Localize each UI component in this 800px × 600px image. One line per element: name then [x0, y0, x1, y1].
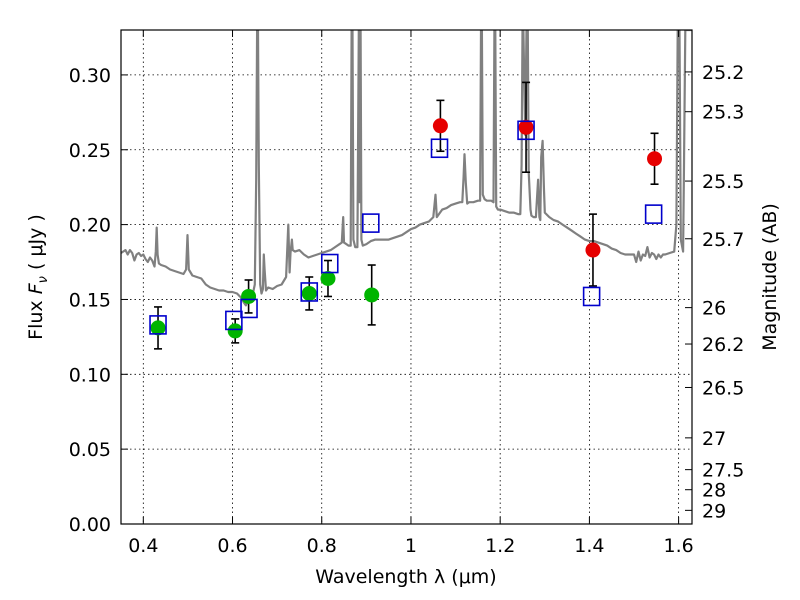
tick-labels: 0.4 0.6 0.8 1 1.2 1.4 1.6 0.00 0.05 0.10 0.15 0.20 0… [69, 62, 745, 557]
template-line [121, 30, 692, 307]
green-data-point [241, 288, 257, 304]
green-data-point [227, 323, 243, 339]
y-tick-label: 0.20 [69, 215, 111, 237]
plot-area [121, 30, 692, 524]
mag-tick-label: 27.5 [702, 460, 744, 482]
mag-tick-label: 25.7 [702, 229, 744, 251]
y-tick-label: 0.30 [69, 65, 111, 87]
y-tick-label: 0.00 [69, 514, 111, 536]
right-axis-title: Magnitude (AB) [759, 203, 781, 351]
mag-tick-label: 29 [702, 500, 726, 522]
y-axis-title: Flux Fν ( μJy ) [25, 214, 51, 340]
x-tick-label: 1.6 [664, 535, 694, 557]
y-tick-label: 0.15 [69, 289, 111, 311]
y-tick-label: 0.05 [69, 439, 111, 461]
model-box [240, 298, 258, 319]
y-tick-label: 0.25 [69, 140, 111, 162]
model-box [517, 120, 535, 141]
x-axis-title: Wavelength λ (μm) [315, 566, 496, 588]
x-tick-label: 1 [405, 535, 417, 557]
axis-ticks [121, 30, 692, 525]
model-box [320, 253, 339, 274]
model-boxes [149, 120, 663, 335]
model-box [582, 286, 601, 307]
mag-tick-label: 27 [702, 428, 726, 450]
x-tick-label: 0.6 [217, 535, 247, 557]
x-tick-label: 0.8 [307, 535, 337, 557]
error-bars [154, 81, 659, 350]
mag-tick-label: 28 [702, 480, 726, 502]
data-points [150, 118, 663, 339]
green-data-point [320, 270, 336, 286]
grid-lines [121, 30, 692, 524]
red-data-point [518, 119, 534, 135]
red-data-point [432, 118, 448, 134]
x-tick-label: 0.4 [128, 535, 158, 557]
y-tick-label: 0.10 [69, 364, 111, 386]
x-tick-label: 1.2 [485, 535, 515, 557]
model-box [362, 213, 380, 233]
model-box [225, 310, 243, 331]
mag-tick-label: 26.5 [702, 377, 744, 399]
red-data-point [647, 151, 663, 167]
model-box [149, 315, 167, 335]
model-box [430, 138, 449, 159]
mag-tick-label: 26 [702, 298, 726, 320]
green-data-point [364, 287, 380, 303]
model-box [300, 282, 319, 302]
mag-tick-label: 25.3 [702, 102, 744, 124]
red-data-point [585, 242, 601, 258]
model-box [644, 204, 663, 224]
green-data-point [150, 320, 166, 336]
x-tick-label: 1.4 [574, 535, 604, 557]
mag-tick-label: 25.2 [702, 62, 744, 84]
mag-tick-label: 26.2 [702, 334, 744, 356]
plot-frame [120, 29, 693, 525]
green-data-point [301, 285, 317, 301]
template-spectrum [121, 30, 692, 307]
mag-tick-label: 25.5 [702, 171, 744, 193]
